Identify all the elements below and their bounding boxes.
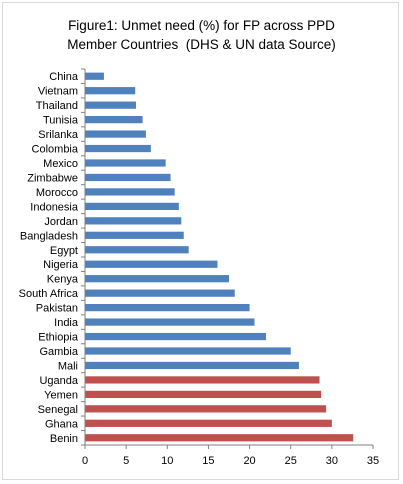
x-tick-label: 25 (285, 455, 297, 467)
category-label-senegal: Senegal (38, 404, 78, 416)
category-label-vietnam: Vietnam (38, 86, 78, 98)
bar-yemen (85, 390, 322, 398)
category-label-ghana: Ghana (45, 418, 79, 430)
category-labels-group: China Vietnam Thailand Tunisia Srilanka Colom… (19, 71, 79, 445)
bar-colombia (85, 144, 151, 153)
chart-title-line-1: Figure1: Unmet need (%) for FP across PP… (68, 18, 335, 33)
chart-title-line-2: Member Countries (DHS & UN data Source) (67, 37, 336, 52)
category-label-zimbabwe: Zimbabwe (27, 172, 78, 184)
bar-ghana (85, 419, 332, 427)
bar-tunisia (85, 116, 143, 124)
bar-indonesia (85, 202, 179, 210)
x-tick-label: 35 (367, 455, 379, 467)
bar-vietnam (85, 87, 136, 95)
bar-thailand (85, 101, 137, 109)
category-label-mexico: Mexico (43, 158, 78, 170)
bar-nigeria (85, 260, 218, 268)
axes-group: 0 5 10 15 20 25 30 35 (81, 68, 379, 467)
category-label-bangladesh: Bangladesh (20, 230, 78, 242)
category-label-uganda: Uganda (39, 375, 78, 387)
category-label-ethiopia: Ethiopia (38, 332, 79, 344)
bar-morocco (85, 188, 175, 196)
category-label-gambia: Gambia (39, 346, 78, 358)
category-label-srilanka: Srilanka (38, 129, 79, 141)
x-tick-label: 30 (326, 455, 338, 467)
bar-mexico (85, 159, 166, 167)
bar-srilanka (85, 130, 146, 138)
chart-title: Figure1: Unmet need (%) for FP across PP… (0, 16, 403, 54)
bar-bangladesh (85, 231, 184, 239)
bar-mali (85, 361, 299, 370)
category-label-south-africa: South Africa (19, 288, 79, 300)
bar-china (85, 72, 104, 80)
x-tick-label: 15 (202, 455, 214, 467)
category-label-india: India (54, 317, 79, 329)
category-label-colombia: Colombia (32, 144, 79, 156)
x-tick-label: 5 (123, 455, 129, 467)
bar-zimbabwe (85, 173, 171, 182)
chart-frame (2, 2, 399, 480)
category-label-china: China (49, 71, 79, 83)
category-label-jordan: Jordan (44, 216, 78, 228)
x-tick-label: 10 (161, 455, 173, 467)
bar-pakistan (85, 304, 250, 312)
category-label-kenya: Kenya (47, 274, 79, 286)
category-label-nigeria: Nigeria (43, 259, 79, 271)
x-tick-label: 0 (82, 455, 88, 467)
bar-benin (85, 434, 354, 442)
category-label-morocco: Morocco (36, 187, 78, 199)
bar-jordan (85, 217, 182, 225)
bar-india (85, 318, 255, 326)
bar-ethiopia (85, 332, 267, 341)
category-label-pakistan: Pakistan (36, 303, 78, 315)
category-label-thailand: Thailand (36, 100, 78, 112)
category-label-mali: Mali (58, 360, 78, 372)
bar-kenya (85, 275, 229, 283)
bar-uganda (85, 376, 320, 384)
category-label-benin: Benin (50, 433, 78, 445)
bar-south-africa (85, 289, 235, 297)
bar-senegal (85, 405, 327, 413)
category-label-egypt: Egypt (50, 245, 78, 257)
bar-egypt (85, 246, 189, 254)
bar-gambia (85, 347, 291, 355)
category-label-yemen: Yemen (44, 389, 78, 401)
x-tick-label: 20 (243, 455, 255, 467)
category-label-indonesia: Indonesia (30, 201, 79, 213)
bars-group (85, 72, 354, 442)
category-label-tunisia: Tunisia (43, 115, 79, 127)
